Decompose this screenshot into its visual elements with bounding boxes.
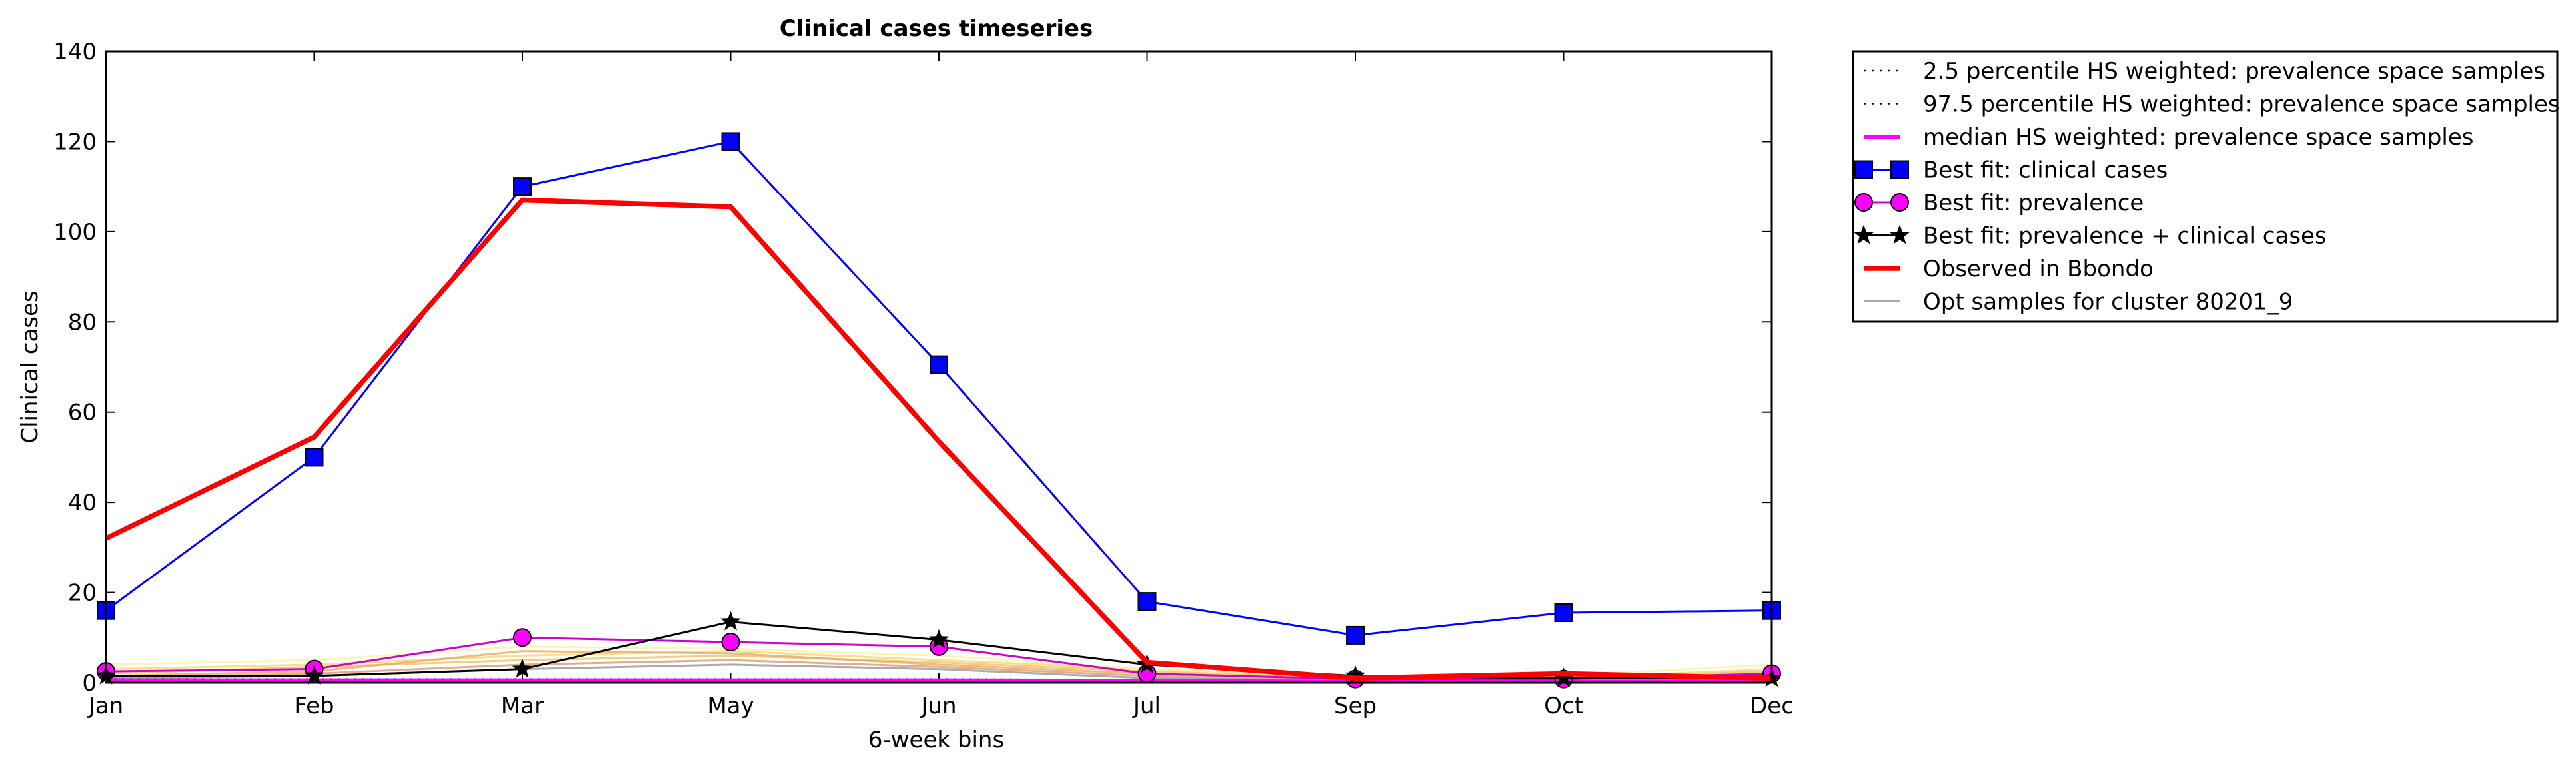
legend-entry-observed-in-bbondo: Observed in Bbondo <box>1864 256 2154 282</box>
x-tick-label-mar: Mar <box>501 693 544 719</box>
legend-label: Best fit: prevalence + clinical cases <box>1923 223 2327 250</box>
legend-label: Best fit: prevalence <box>1923 190 2144 216</box>
data-point-star <box>304 665 324 685</box>
x-tick-label-may: May <box>707 693 754 719</box>
data-point-circle <box>721 633 740 652</box>
y-tick-label: 80 <box>68 309 97 336</box>
legend-entry-best-fit-clinical-cases: Best fit: clinical cases <box>1854 157 2168 184</box>
x-tick-label-jan: Jan <box>87 693 123 719</box>
data-point-square <box>513 177 532 196</box>
legend-frame <box>1852 50 2559 323</box>
x-axis-label: 6-week bins <box>868 727 1004 753</box>
chart-title: Clinical cases timeseries <box>780 15 1093 42</box>
data-point-square <box>305 448 324 467</box>
x-tick-label-jun: Jun <box>920 693 956 719</box>
legend-marker <box>1889 224 1910 244</box>
y-axis-label: Clinical cases <box>17 290 43 443</box>
x-tick-label-dec: Dec <box>1750 693 1794 719</box>
data-point-star <box>720 611 741 631</box>
data-point-star <box>1553 667 1574 687</box>
data-point-square <box>930 355 948 374</box>
data-point-square <box>1137 592 1157 611</box>
data-point-circle <box>513 628 532 647</box>
legend-entry-best-fit-prevalence: Best fit: prevalence <box>1854 190 2144 216</box>
x-tick-label-jul: Jul <box>1132 693 1161 719</box>
legend-entry-best-fit-prevalence-clinical-cases: Best fit: prevalence + clinical cases <box>1853 223 2327 250</box>
y-tick-label: 120 <box>53 129 97 155</box>
series-line <box>106 678 1772 684</box>
legend-label: Best fit: clinical cases <box>1923 157 2168 184</box>
legend-marker <box>1854 160 1873 179</box>
data-point-square <box>721 132 740 151</box>
x-tick-label-oct: Oct <box>1544 693 1583 719</box>
data-point-star <box>512 658 533 678</box>
data-point-square <box>1346 625 1365 645</box>
legend-marker <box>1890 160 1909 179</box>
data-point-square <box>1554 603 1573 623</box>
y-tick-label: 140 <box>53 39 97 65</box>
y-tick-label: 40 <box>68 490 97 516</box>
y-tick-label: 60 <box>68 400 97 426</box>
legend-entry-opt-samples-for-cluster-80201-9: Opt samples for cluster 80201_9 <box>1864 289 2293 316</box>
data-point-star <box>928 629 950 649</box>
legend-entry-median-hs-weighted-prevalence-space-samples: median HS weighted: prevalence space sam… <box>1864 124 2474 151</box>
legend-label: median HS weighted: prevalence space sam… <box>1923 124 2474 151</box>
legend-marker <box>1853 224 1874 244</box>
x-tick-label-feb: Feb <box>294 693 334 719</box>
legend-entry-97-5-percentile-hs-weighted-prevalence-space-samples: 97.5 percentile HS weighted: prevalence … <box>1864 91 2560 118</box>
y-tick-label: 100 <box>53 219 97 246</box>
legend-label: 2.5 percentile HS weighted: prevalence s… <box>1923 58 2545 85</box>
series-observed-in-bbondo <box>105 197 1772 681</box>
series-median-hs-weighted-prevalence-space-samples <box>106 678 1772 684</box>
series-line <box>105 197 1772 681</box>
y-tick-label: 0 <box>82 670 97 697</box>
axis-ticks: 0 20 40 60 80 100 120 140 Jan Feb Mar May Jun Jul Sep O… <box>53 39 1794 719</box>
legend-marker <box>1854 193 1873 212</box>
legend-label: 97.5 percentile HS weighted: prevalence … <box>1923 91 2560 118</box>
plot-frame <box>105 50 1773 684</box>
legend: 2.5 percentile HS weighted: prevalence s… <box>1852 50 2560 323</box>
series-best-fit-clinical-cases <box>97 132 1781 645</box>
legend-marker <box>1890 193 1909 212</box>
x-tick-label-sep: Sep <box>1334 693 1377 719</box>
y-tick-label: 20 <box>68 580 97 607</box>
legend-entry-2-5-percentile-hs-weighted-prevalence-space-samples: 2.5 percentile HS weighted: prevalence s… <box>1864 58 2545 85</box>
data-point-star <box>1345 665 1366 685</box>
legend-label: Observed in Bbondo <box>1923 256 2154 282</box>
legend-label: Opt samples for cluster 80201_9 <box>1923 289 2293 316</box>
